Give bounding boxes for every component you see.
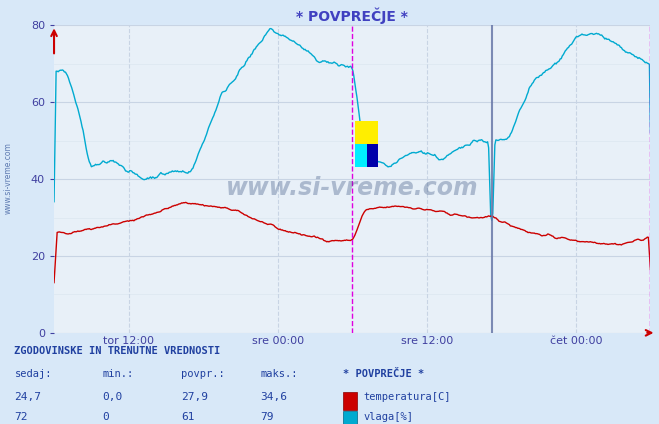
Text: 0,0: 0,0: [102, 392, 123, 402]
Title: * POVPREČJE *: * POVPREČJE *: [297, 8, 408, 24]
Text: temperatura[C]: temperatura[C]: [364, 392, 451, 402]
Text: vlaga[%]: vlaga[%]: [364, 412, 414, 422]
Text: www.si-vreme.com: www.si-vreme.com: [226, 176, 478, 201]
Text: 24,7: 24,7: [14, 392, 42, 402]
Bar: [355, 121, 378, 144]
Bar: [343, 392, 357, 410]
Bar: [355, 144, 366, 167]
Text: maks.:: maks.:: [260, 369, 298, 379]
Bar: [343, 411, 357, 424]
Text: sedaj:: sedaj:: [14, 369, 52, 379]
Text: min.:: min.:: [102, 369, 133, 379]
Text: * POVPREČJE *: * POVPREČJE *: [343, 369, 424, 379]
Text: 0: 0: [102, 412, 109, 422]
Text: 79: 79: [260, 412, 273, 422]
Text: 34,6: 34,6: [260, 392, 287, 402]
Text: 27,9: 27,9: [181, 392, 208, 402]
Text: ZGODOVINSKE IN TRENUTNE VREDNOSTI: ZGODOVINSKE IN TRENUTNE VREDNOSTI: [14, 346, 221, 357]
Text: www.si-vreme.com: www.si-vreme.com: [4, 142, 13, 214]
Bar: [366, 144, 378, 167]
Text: 72: 72: [14, 412, 28, 422]
Text: 61: 61: [181, 412, 194, 422]
Text: povpr.:: povpr.:: [181, 369, 225, 379]
